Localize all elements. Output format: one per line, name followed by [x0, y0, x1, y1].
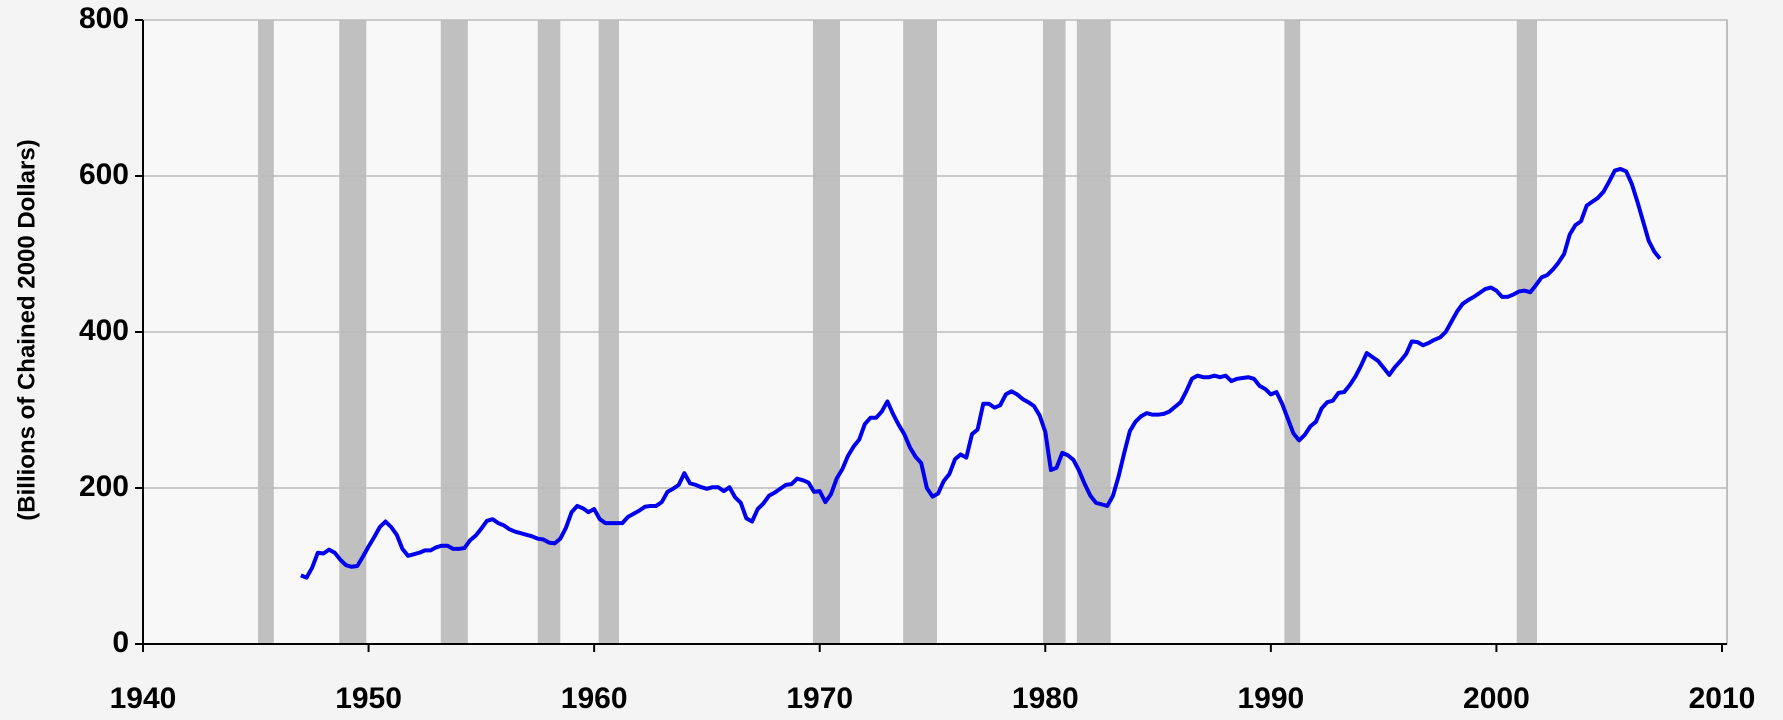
x-tick-label: 2010: [1689, 682, 1756, 715]
x-tick-label: 1950: [335, 682, 402, 715]
x-tick-label: 1980: [1012, 682, 1079, 715]
y-tick-label: 400: [79, 314, 129, 347]
lines: [300, 166, 1662, 580]
y-tick-label: 600: [79, 158, 129, 191]
line-series: [300, 166, 1662, 580]
y-tick-label: 200: [79, 470, 129, 503]
labels: 0 200 400 600 800 1940 1950 1960 1970 1980 1990 200…: [79, 2, 1755, 715]
x-tick-label: 1940: [110, 682, 177, 715]
x-tick-label: 1990: [1237, 682, 1304, 715]
y-tick-label: 0: [112, 626, 129, 659]
x-tick-label: 1970: [786, 682, 853, 715]
y-tick-label: 800: [79, 2, 129, 35]
y-axis-label: (Billions of Chained 2000 Dollars): [13, 139, 40, 520]
x-tick-label: 2000: [1463, 682, 1530, 715]
x-tick-label: 1960: [561, 682, 628, 715]
